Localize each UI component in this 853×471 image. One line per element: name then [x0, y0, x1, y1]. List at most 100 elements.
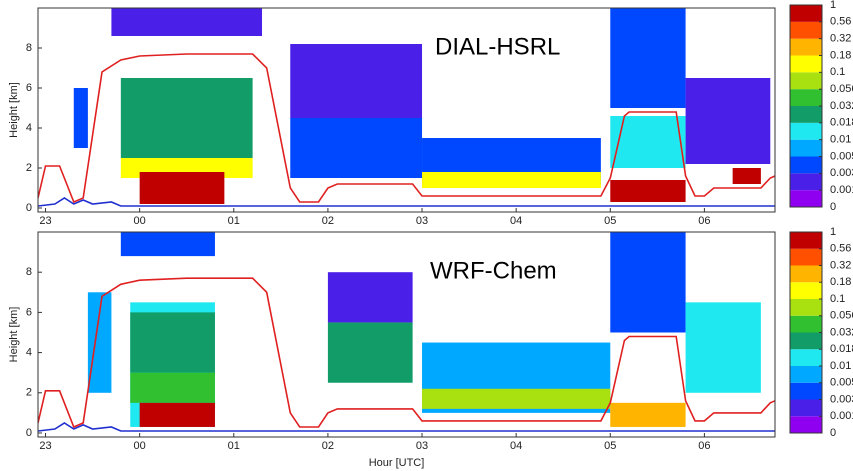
y-tick-label: 0: [26, 427, 32, 439]
y-tick-label: 0: [26, 202, 32, 214]
heat-cell: [111, 8, 263, 36]
heat-cell: [130, 312, 215, 373]
colorbar-segment: [790, 232, 822, 249]
y-tick-label: 8: [26, 266, 32, 278]
plot-frame: [37, 7, 776, 213]
heat-cell: [139, 172, 225, 204]
line: [38, 53, 775, 204]
heat-cell: [422, 388, 611, 409]
colorbar-tick-label: 0.1: [830, 293, 845, 305]
y-axis-title: Height [km]: [8, 82, 20, 138]
colorbar-tick-label: 0.18: [830, 49, 851, 61]
colorbar-segment: [790, 21, 822, 39]
colorbar-tick-label: 0.01: [830, 134, 851, 146]
colorbar-segment: [790, 55, 822, 73]
plot-frame: [37, 231, 776, 438]
colorbar-segment: [790, 382, 822, 400]
x-tick-label: 06: [698, 440, 710, 452]
x-tick-label: 01: [228, 440, 240, 452]
colorbar-segment: [790, 248, 822, 266]
x-tick-label: 23: [39, 440, 51, 452]
y-tick-label: 4: [26, 346, 32, 358]
colorbar-tick-label: 0.0032: [830, 393, 853, 405]
heat-cell: [610, 402, 686, 427]
heat-cell: [290, 118, 423, 178]
colorbar-tick-label: 0.1: [830, 66, 845, 78]
colorbar-tick-label: 0.0018: [830, 410, 853, 422]
y-tick-label: 6: [26, 306, 32, 318]
x-tick-label: 00: [134, 215, 146, 227]
heat-cell: [120, 232, 215, 257]
colorbar-segment: [790, 416, 822, 433]
colorbar-segment: [790, 299, 822, 316]
heat-cell: [732, 168, 761, 184]
colorbar-tick-label: 0.56: [830, 16, 851, 28]
colorbar-tick-label: 0: [830, 427, 836, 439]
colorbar-segment: [790, 265, 822, 283]
colorbar-tick-label: 0.0032: [830, 167, 853, 179]
colorbar-segment: [790, 89, 822, 106]
plot-content: [38, 232, 775, 432]
colorbar-segment: [790, 106, 822, 123]
colorbar-tick-label: 0.32: [830, 259, 851, 271]
colorbar-tick-label: 1: [830, 226, 836, 238]
colorbar-tick-label: 0.0018: [830, 184, 853, 196]
y-tick-label: 4: [26, 122, 32, 134]
x-tick-label: 03: [416, 440, 428, 452]
x-tick-label: 03: [416, 215, 428, 227]
heat-cell: [327, 322, 413, 383]
line: [38, 197, 775, 207]
colorbar-segment: [790, 332, 822, 350]
colorbar-tick-label: 0.01: [830, 360, 851, 372]
colorbar-tick-label: 0.32: [830, 33, 851, 45]
heat-cell: [120, 78, 253, 158]
plot-area: [37, 7, 776, 213]
colorbar-tick-label: 0.0056: [830, 150, 853, 162]
colorbar-segment: [790, 38, 822, 56]
heat-cell: [610, 8, 686, 108]
colorbar-segment: [790, 5, 822, 22]
x-tick-label: 05: [604, 440, 616, 452]
annotation: DIAL-HSRL: [435, 33, 560, 60]
colorbar-segment: [790, 156, 822, 174]
colorbar-tick-label: 0.056: [830, 83, 853, 95]
colorbar-tick-label: 0.032: [830, 100, 853, 112]
colorbar-tick-label: 0.56: [830, 243, 851, 255]
colorbar-segment: [790, 72, 822, 90]
colorbar-segment: [790, 349, 822, 366]
heat-cell: [139, 402, 215, 427]
y-tick-label: 6: [26, 82, 32, 94]
x-tick-label: 02: [322, 440, 334, 452]
colorbar-segment: [790, 139, 822, 157]
colorbar-tick-label: 0: [830, 201, 836, 213]
x-tick-label: 04: [510, 215, 522, 227]
heat-cell: [73, 88, 88, 148]
colorbar-segment: [790, 315, 822, 333]
y-tick-label: 2: [26, 387, 32, 399]
colorbar-segment: [790, 399, 822, 417]
x-tick-label: 04: [510, 440, 522, 452]
heat-cell: [290, 44, 423, 118]
colorbar-segment: [790, 366, 822, 383]
colorbar-tick-label: 0.0056: [830, 377, 853, 389]
colorbar-tick-label: 0.032: [830, 326, 853, 338]
heat-cell: [685, 78, 771, 164]
heat-cell: [610, 180, 686, 202]
colorbar-segment: [790, 190, 822, 207]
colorbar-segment: [790, 173, 822, 191]
heat-cell: [685, 302, 761, 393]
x-tick-label: 00: [134, 440, 146, 452]
y-tick-label: 8: [26, 42, 32, 54]
x-tick-label: 06: [698, 215, 710, 227]
colorbar-tick-label: 0.18: [830, 276, 851, 288]
line: [38, 421, 775, 432]
x-tick-label: 23: [39, 215, 51, 227]
colorbar-tick-label: 0.056: [830, 310, 853, 322]
plot-area: [37, 231, 776, 438]
heat-cell: [130, 372, 215, 403]
annotation: WRF-Chem: [430, 257, 557, 284]
colorbar-tick-label: 1: [830, 0, 836, 11]
heat-cell: [87, 292, 112, 393]
line: [38, 277, 775, 429]
heat-cell: [610, 232, 686, 333]
